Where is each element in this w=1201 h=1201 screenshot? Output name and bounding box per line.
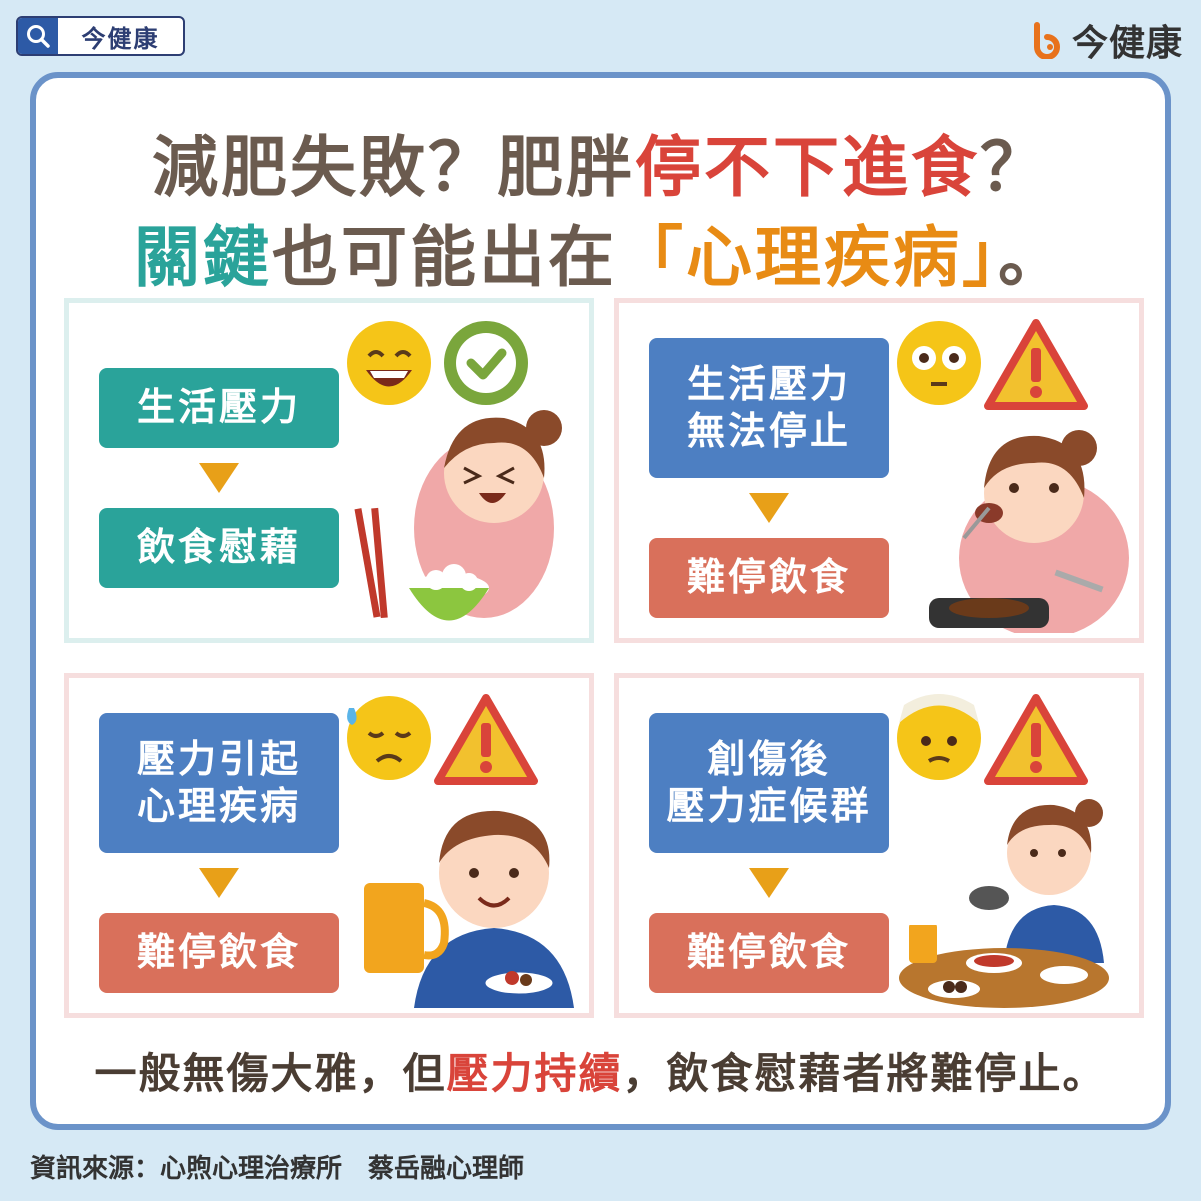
panel-ptsd: 創傷後 壓力症候群 難停飲食 xyxy=(614,673,1144,1018)
search-label: 今健康 xyxy=(81,24,160,53)
panel1-top-label: 生活壓力 xyxy=(136,385,301,430)
panel4-top-line1: 創傷後 xyxy=(707,736,831,781)
down-arrow-icon xyxy=(749,493,789,523)
check-icon xyxy=(444,321,528,405)
headline-line2: 關鍵也可能出在「心理疾病」。 xyxy=(36,204,1165,300)
panel1-bottom-label: 飲食慰藉 xyxy=(136,525,301,570)
panel-life-stress: 生活壓力 飲食慰藉 xyxy=(64,298,594,643)
warning-icon xyxy=(434,694,538,785)
panel4-bottom-box: 難停飲食 xyxy=(649,913,889,993)
headline-text-b: 也可能出在 xyxy=(272,219,617,296)
headline-highlight: 停不下進食 xyxy=(635,129,980,206)
headline-text-c: ？ xyxy=(980,129,1049,206)
conclusion-a: 一般無傷大雅，但 xyxy=(94,1049,447,1098)
panel4-bottom-label: 難停飲食 xyxy=(686,930,851,975)
grinning-face-icon xyxy=(347,321,431,405)
conclusion-c: ，飲食慰藉者將難停止。 xyxy=(622,1049,1107,1098)
warning-icon xyxy=(984,694,1088,785)
panel1-top-box: 生活壓力 xyxy=(99,368,339,448)
headline-mental-illness: 「心理疾病」 xyxy=(617,219,998,296)
bandaged-face-icon xyxy=(897,694,981,780)
panel2-top-box: 生活壓力 無法停止 xyxy=(649,338,889,478)
brand-mark-icon xyxy=(1033,22,1060,59)
headline-line1: 減肥失敗？肥胖停不下進食？ xyxy=(36,114,1165,210)
headline-period: 。 xyxy=(998,219,1067,296)
source-credit: 資訊來源：心煦心理治療所 蔡岳融心理師 xyxy=(30,1154,525,1184)
panel3-top-line2: 心理疾病 xyxy=(136,784,301,828)
search-icon[interactable] xyxy=(18,18,58,54)
panel3-bottom-box: 難停飲食 xyxy=(99,913,339,993)
panel3-top-box: 壓力引起 心理疾病 xyxy=(99,713,339,853)
search-bar[interactable]: 今健康 xyxy=(16,16,185,56)
man-drinking-beer-illustration xyxy=(347,694,574,1008)
panel1-bottom-box: 飲食慰藉 xyxy=(99,508,339,588)
panel2-bottom-label: 難停飲食 xyxy=(686,555,851,600)
down-arrow-icon xyxy=(749,868,789,898)
infographic-card: 減肥失敗？肥胖停不下進食？ 關鍵也可能出在「心理疾病」。 生活壓力 飲食慰藉 xyxy=(30,72,1171,1130)
woman-feast-illustration xyxy=(897,694,1109,1008)
panel2-top-line2: 無法停止 xyxy=(686,409,851,453)
warning-icon xyxy=(984,319,1088,410)
sad-sweat-face-icon xyxy=(347,696,431,780)
woman-eating-rice-illustration xyxy=(347,321,562,621)
headline-key: 關鍵 xyxy=(134,219,272,296)
down-arrow-icon xyxy=(199,463,239,493)
headline-text-a: 減肥失敗？肥胖 xyxy=(152,129,635,206)
panel3-top-line1: 壓力引起 xyxy=(136,736,301,781)
brand-logo: 今健康 xyxy=(1028,14,1183,66)
woman-eating-steak-illustration xyxy=(897,319,1129,633)
brand-name: 今健康 xyxy=(1071,23,1183,64)
conclusion-highlight: 壓力持續 xyxy=(446,1049,623,1098)
panel3-bottom-label: 難停飲食 xyxy=(136,930,301,975)
flushed-face-icon xyxy=(897,321,981,405)
panel4-top-line2: 壓力症候群 xyxy=(666,784,872,828)
panel2-top-line1: 生活壓力 xyxy=(686,361,851,406)
conclusion-text: 一般無傷大雅，但壓力持續，飲食慰藉者將難停止。 xyxy=(36,1040,1165,1101)
panel2-bottom-box: 難停飲食 xyxy=(649,538,889,618)
panel4-top-box: 創傷後 壓力症候群 xyxy=(649,713,889,853)
panel-ongoing-stress: 生活壓力 無法停止 難停飲食 xyxy=(614,298,1144,643)
down-arrow-icon xyxy=(199,868,239,898)
panel-stress-induced-illness: 壓力引起 心理疾病 難停飲食 xyxy=(64,673,594,1018)
